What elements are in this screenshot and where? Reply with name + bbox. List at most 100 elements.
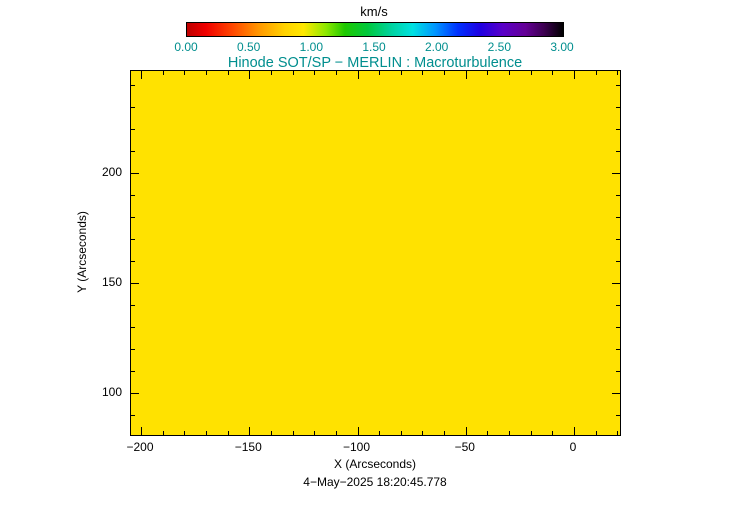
x-axis-tick-mark	[379, 431, 381, 435]
y-axis-tick-mark	[616, 239, 620, 240]
colorbar-tick-label: 1.00	[299, 40, 324, 54]
y-axis-tick-mark	[616, 371, 620, 372]
y-axis-tick-mark	[612, 283, 620, 284]
y-axis-tick-mark	[131, 239, 135, 240]
colorbar-tick-label: 2.00	[424, 40, 449, 54]
colorbar-tick-label: 3.00	[550, 40, 574, 54]
x-axis-tick-mark	[249, 71, 251, 79]
x-axis-tick-mark	[205, 71, 207, 75]
y-axis-tick-mark	[131, 173, 139, 174]
x-axis-tick-mark	[574, 71, 575, 79]
x-axis-tick-mark	[530, 431, 532, 435]
x-axis-tick-mark	[270, 431, 272, 435]
y-axis-tick-mark	[616, 327, 620, 328]
x-axis-tick-mark	[530, 71, 532, 75]
x-axis-tick-label: −150	[234, 440, 262, 454]
y-axis-tick-mark	[131, 305, 135, 306]
x-axis-tick-mark	[552, 431, 554, 435]
y-axis-tick-mark	[616, 261, 620, 262]
y-axis-tick-mark	[616, 151, 620, 152]
y-axis-tick-mark	[131, 261, 135, 262]
x-axis-tick-mark	[444, 431, 446, 435]
colorbar-tick-label: 2.50	[487, 40, 512, 54]
x-axis-tick-mark	[184, 71, 186, 75]
x-axis-tick-mark	[162, 71, 164, 75]
colorbar-tick-label: 0.50	[236, 40, 261, 54]
y-axis-tick-mark	[131, 393, 139, 394]
x-axis-tick-mark	[509, 71, 511, 75]
y-axis-tick-mark	[131, 107, 135, 108]
y-axis-tick-mark	[131, 371, 135, 372]
y-axis-tick-mark	[616, 107, 620, 108]
plot-area	[130, 70, 621, 436]
x-axis-tick-mark	[617, 431, 619, 435]
y-axis-tick-mark	[616, 129, 620, 130]
y-axis-tick-mark	[131, 85, 135, 86]
y-axis-tick-label: 100	[101, 385, 122, 399]
y-axis-tick-mark	[612, 173, 620, 174]
x-axis-tick-mark	[205, 431, 207, 435]
y-axis-tick-mark	[131, 129, 135, 130]
x-axis-tick-mark	[227, 71, 229, 75]
timestamp: 4−May−2025 18:20:45.778	[303, 475, 447, 489]
x-axis-tick-mark	[509, 431, 511, 435]
x-axis-tick-label: −100	[342, 440, 371, 454]
y-axis-tick-mark	[131, 195, 135, 196]
x-axis-tick-mark	[292, 71, 294, 75]
y-axis-tick-mark	[616, 85, 620, 86]
y-axis-tick-mark	[131, 415, 135, 416]
x-axis-tick-mark	[227, 431, 229, 435]
y-axis-tick-mark	[616, 349, 620, 350]
x-axis-tick-mark	[314, 71, 316, 75]
x-axis-tick-label: −200	[126, 440, 154, 454]
y-axis-tick-mark	[131, 349, 135, 350]
x-axis-tick-mark	[184, 431, 186, 435]
x-axis-tick-mark	[141, 71, 142, 79]
x-axis-tick-mark	[249, 427, 251, 435]
x-axis-tick-mark	[270, 71, 272, 75]
x-axis-tick-mark	[552, 71, 554, 75]
y-axis-tick-mark	[131, 327, 135, 328]
x-axis-tick-mark	[162, 431, 164, 435]
x-axis-tick-mark	[141, 427, 142, 435]
x-axis-tick-mark	[487, 431, 489, 435]
colorbar-unit-label: km/s	[360, 4, 388, 19]
x-axis-tick-mark	[314, 431, 316, 435]
x-axis-tick-mark	[422, 431, 424, 435]
x-axis-tick-label: 0	[569, 440, 577, 454]
x-axis-tick-mark	[444, 71, 446, 75]
colorbar-tick-label: 0.00	[174, 40, 198, 54]
x-axis-tick-mark	[357, 427, 359, 435]
y-axis-tick-label: 150	[101, 275, 122, 289]
x-axis-tick-mark	[595, 71, 597, 75]
x-axis-tick-mark	[400, 71, 402, 75]
x-axis-tick-mark	[357, 71, 359, 79]
x-axis-tick-mark	[465, 71, 467, 79]
colorbar-tick-label: 1.50	[362, 40, 386, 54]
x-axis-tick-mark	[379, 71, 381, 75]
y-axis-tick-mark	[616, 217, 620, 218]
y-axis-tick-mark	[131, 217, 135, 218]
x-axis-tick-mark	[335, 431, 337, 435]
x-axis-tick-mark	[400, 431, 402, 435]
y-axis-tick-mark	[616, 415, 620, 416]
plot-title: Hinode SOT/SP − MERLIN : Macroturbulence	[227, 55, 523, 71]
y-axis-tick-mark	[616, 195, 620, 196]
x-axis-tick-mark	[335, 71, 337, 75]
y-axis-tick-mark	[131, 151, 135, 152]
x-axis-tick-mark	[574, 427, 575, 435]
x-axis-tick-mark	[617, 71, 619, 75]
colorbar	[186, 22, 564, 37]
y-axis-tick-mark	[612, 393, 620, 394]
x-axis-tick-mark	[595, 431, 597, 435]
x-axis-tick-label: −50	[454, 440, 475, 454]
x-axis-tick-mark	[422, 71, 424, 75]
y-axis-tick-mark	[616, 305, 620, 306]
x-axis-label: X (Arcseconds)	[333, 457, 417, 471]
x-axis-tick-mark	[292, 431, 294, 435]
y-axis-tick-label: 200	[101, 165, 122, 179]
x-axis-tick-mark	[487, 71, 489, 75]
x-axis-tick-mark	[465, 427, 467, 435]
y-axis-tick-mark	[131, 283, 139, 284]
